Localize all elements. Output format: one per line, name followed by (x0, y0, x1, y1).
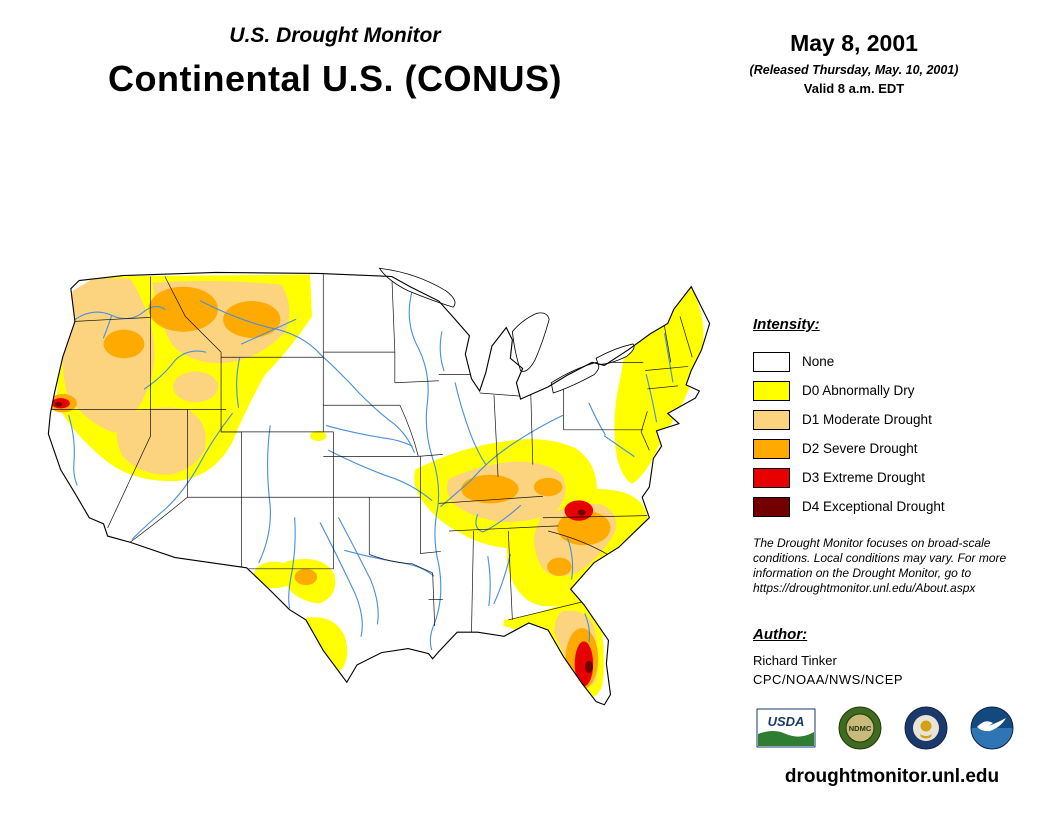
great-lakes (378, 267, 635, 394)
date-block: May 8, 2001 (Released Thursday, May. 10,… (716, 30, 992, 96)
usda-logo: USDA (756, 708, 816, 753)
legend-heading: Intensity: (753, 316, 820, 333)
disclaimer-text: The Drought Monitor focuses on broad-sca… (753, 536, 1007, 595)
region-title: Continental U.S. (CONUS) (108, 58, 562, 99)
legend-row-d4: D4 Exceptional Drought (753, 492, 1033, 521)
d2-swatch (753, 438, 790, 459)
legend-row-d3: D3 Extreme Drought (753, 463, 1033, 492)
d3-areas (51, 398, 594, 687)
author-name: Richard Tinker (753, 653, 837, 668)
d4-swatch (753, 496, 790, 517)
svg-text:NDMC: NDMC (849, 724, 872, 733)
author-block: Author: Richard Tinker CPC/NOAA/NWS/NCEP (753, 626, 1027, 687)
map-date: May 8, 2001 (790, 30, 918, 56)
conus-drought-map (32, 260, 727, 710)
intensity-legend: Intensity: None D0 Abnormally Dry D1 Mod… (753, 316, 1033, 521)
report-title: U.S. Drought Monitor (229, 24, 441, 47)
legend-row-d2: D2 Severe Drought (753, 434, 1033, 463)
author-org: CPC/NOAA/NWS/NCEP (753, 672, 904, 687)
legend-label: D3 Extreme Drought (802, 470, 926, 485)
legend-label: D2 Severe Drought (802, 441, 918, 456)
d1-swatch (753, 409, 790, 430)
d4-areas (54, 402, 594, 674)
legend-label: D1 Moderate Drought (802, 412, 932, 427)
ndmc-logo: NDMC (838, 706, 882, 755)
legend-label: None (802, 354, 835, 369)
author-heading: Author: (753, 626, 808, 643)
release-date: (Released Thursday, May. 10, 2001) (749, 63, 959, 77)
d0-swatch (753, 380, 790, 401)
d3-swatch (753, 467, 790, 488)
rivers (68, 290, 674, 651)
legend-row-d1: D1 Moderate Drought (753, 405, 1033, 434)
legend-label: D4 Exceptional Drought (802, 499, 945, 514)
page-title-block: U.S. Drought Monitor Continental U.S. (C… (40, 24, 630, 100)
legend-label: D0 Abnormally Dry (802, 383, 915, 398)
legend-row-d0: D0 Abnormally Dry (753, 376, 1033, 405)
noaa-logo (970, 706, 1014, 755)
svg-text:USDA: USDA (768, 714, 805, 729)
us-outline (47, 271, 711, 706)
none-swatch (753, 351, 790, 372)
conus-map-svg (47, 267, 711, 706)
agency-logos: USDA NDMC (756, 706, 1036, 755)
commerce-seal-logo (904, 706, 948, 755)
legend-row-none: None (753, 347, 1033, 376)
drought-monitor-url: droughtmonitor.unl.edu (784, 766, 1000, 787)
valid-time: Valid 8 a.m. EDT (803, 81, 905, 96)
